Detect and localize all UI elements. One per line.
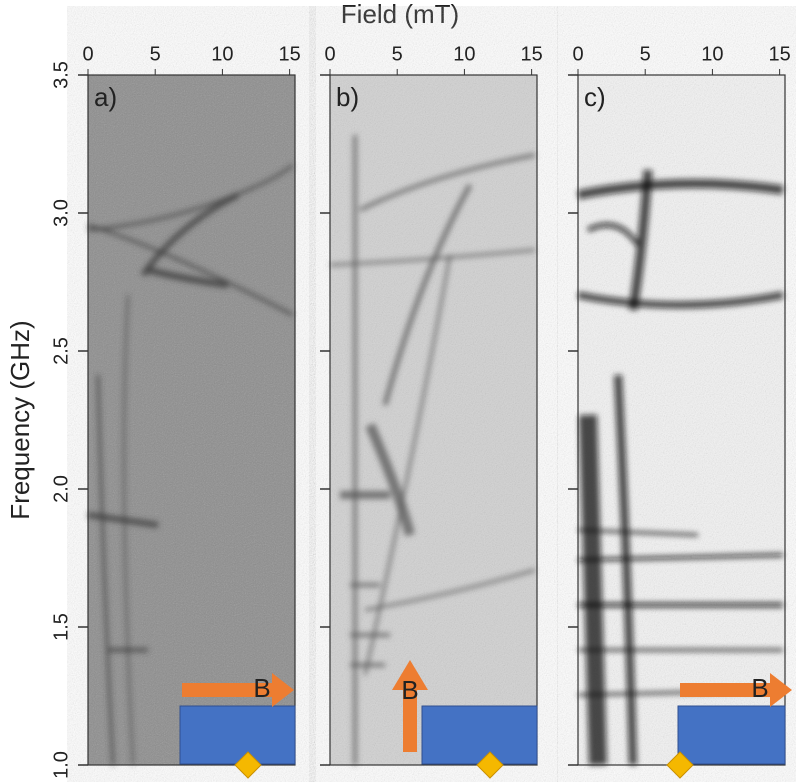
field-arrow — [680, 673, 792, 707]
field-arrow — [392, 660, 428, 752]
resonance-line — [147, 266, 229, 289]
resonance-line — [628, 169, 653, 311]
x-axis-title: Field (mT) — [341, 0, 459, 29]
resonance-line — [577, 528, 699, 537]
field-label: B — [401, 675, 418, 705]
x-tick-label: 10 — [701, 43, 723, 65]
resonance-line — [365, 423, 415, 537]
resonance-line — [87, 512, 159, 528]
x-tick-label: 10 — [211, 43, 233, 65]
panel-label: c) — [584, 82, 606, 112]
resonance-line — [123, 294, 134, 766]
resonance-line — [359, 153, 536, 212]
panel-frame — [87, 74, 296, 766]
resonance-line — [577, 291, 784, 309]
panel-label: b) — [336, 82, 359, 112]
resonance-line — [364, 568, 536, 612]
resonance-line — [87, 223, 294, 317]
x-tick-label: 5 — [392, 43, 403, 65]
y-tick-label: 2.0 — [50, 475, 72, 503]
resonance-line — [579, 414, 607, 766]
panel: a)0 5 10 15 1.0 1.5 2.0 2.5 3.0 3.5 B — [50, 43, 300, 779]
sample — [677, 705, 786, 765]
field-label: B — [751, 673, 768, 703]
y-axis-title: Frequency (GHz) — [5, 320, 35, 519]
diamond-marker — [234, 751, 262, 779]
x-tick-label: 15 — [768, 43, 790, 65]
panel: c)0 5 10 15 B — [568, 43, 792, 779]
y-tick-label: 3.0 — [50, 199, 72, 227]
x-tick-label: 0 — [324, 43, 335, 65]
y-tick-label: 1.0 — [50, 751, 72, 779]
sample — [179, 705, 296, 765]
resonance-line — [363, 254, 452, 676]
x-tick-label: 15 — [278, 43, 300, 65]
spectral-features — [87, 163, 294, 766]
resonance-line — [614, 374, 637, 766]
panel-noise — [88, 75, 295, 765]
diamond-marker — [476, 751, 504, 779]
resonance-line — [329, 248, 536, 267]
resonance-line — [382, 183, 473, 406]
diamond-marker — [666, 751, 694, 779]
x-tick-label: 5 — [150, 43, 161, 65]
sample — [421, 705, 538, 765]
x-tick-label: 10 — [453, 43, 475, 65]
panel: b)0 5 10 15 B — [320, 43, 543, 779]
resonance-line — [577, 179, 784, 200]
panel-label: a) — [94, 82, 117, 112]
x-tick-label: 0 — [572, 43, 583, 65]
resonance-line — [87, 163, 294, 232]
panel-frame — [329, 74, 538, 766]
x-tick-label: 15 — [520, 43, 542, 65]
panel-noise — [330, 75, 537, 765]
resonance-line — [577, 553, 784, 562]
spectral-features — [329, 135, 536, 765]
resonance-line — [586, 222, 641, 247]
y-tick-label: 3.5 — [50, 61, 72, 89]
x-tick-label: 5 — [640, 43, 651, 65]
resonance-line — [140, 192, 240, 277]
panel-noise — [578, 75, 785, 765]
field-label: B — [253, 673, 270, 703]
field-arrow — [182, 673, 294, 707]
x-tick-label: 0 — [82, 43, 93, 65]
y-tick-label: 1.5 — [50, 613, 72, 641]
y-tick-label: 2.5 — [50, 337, 72, 365]
resonance-line — [96, 374, 115, 766]
